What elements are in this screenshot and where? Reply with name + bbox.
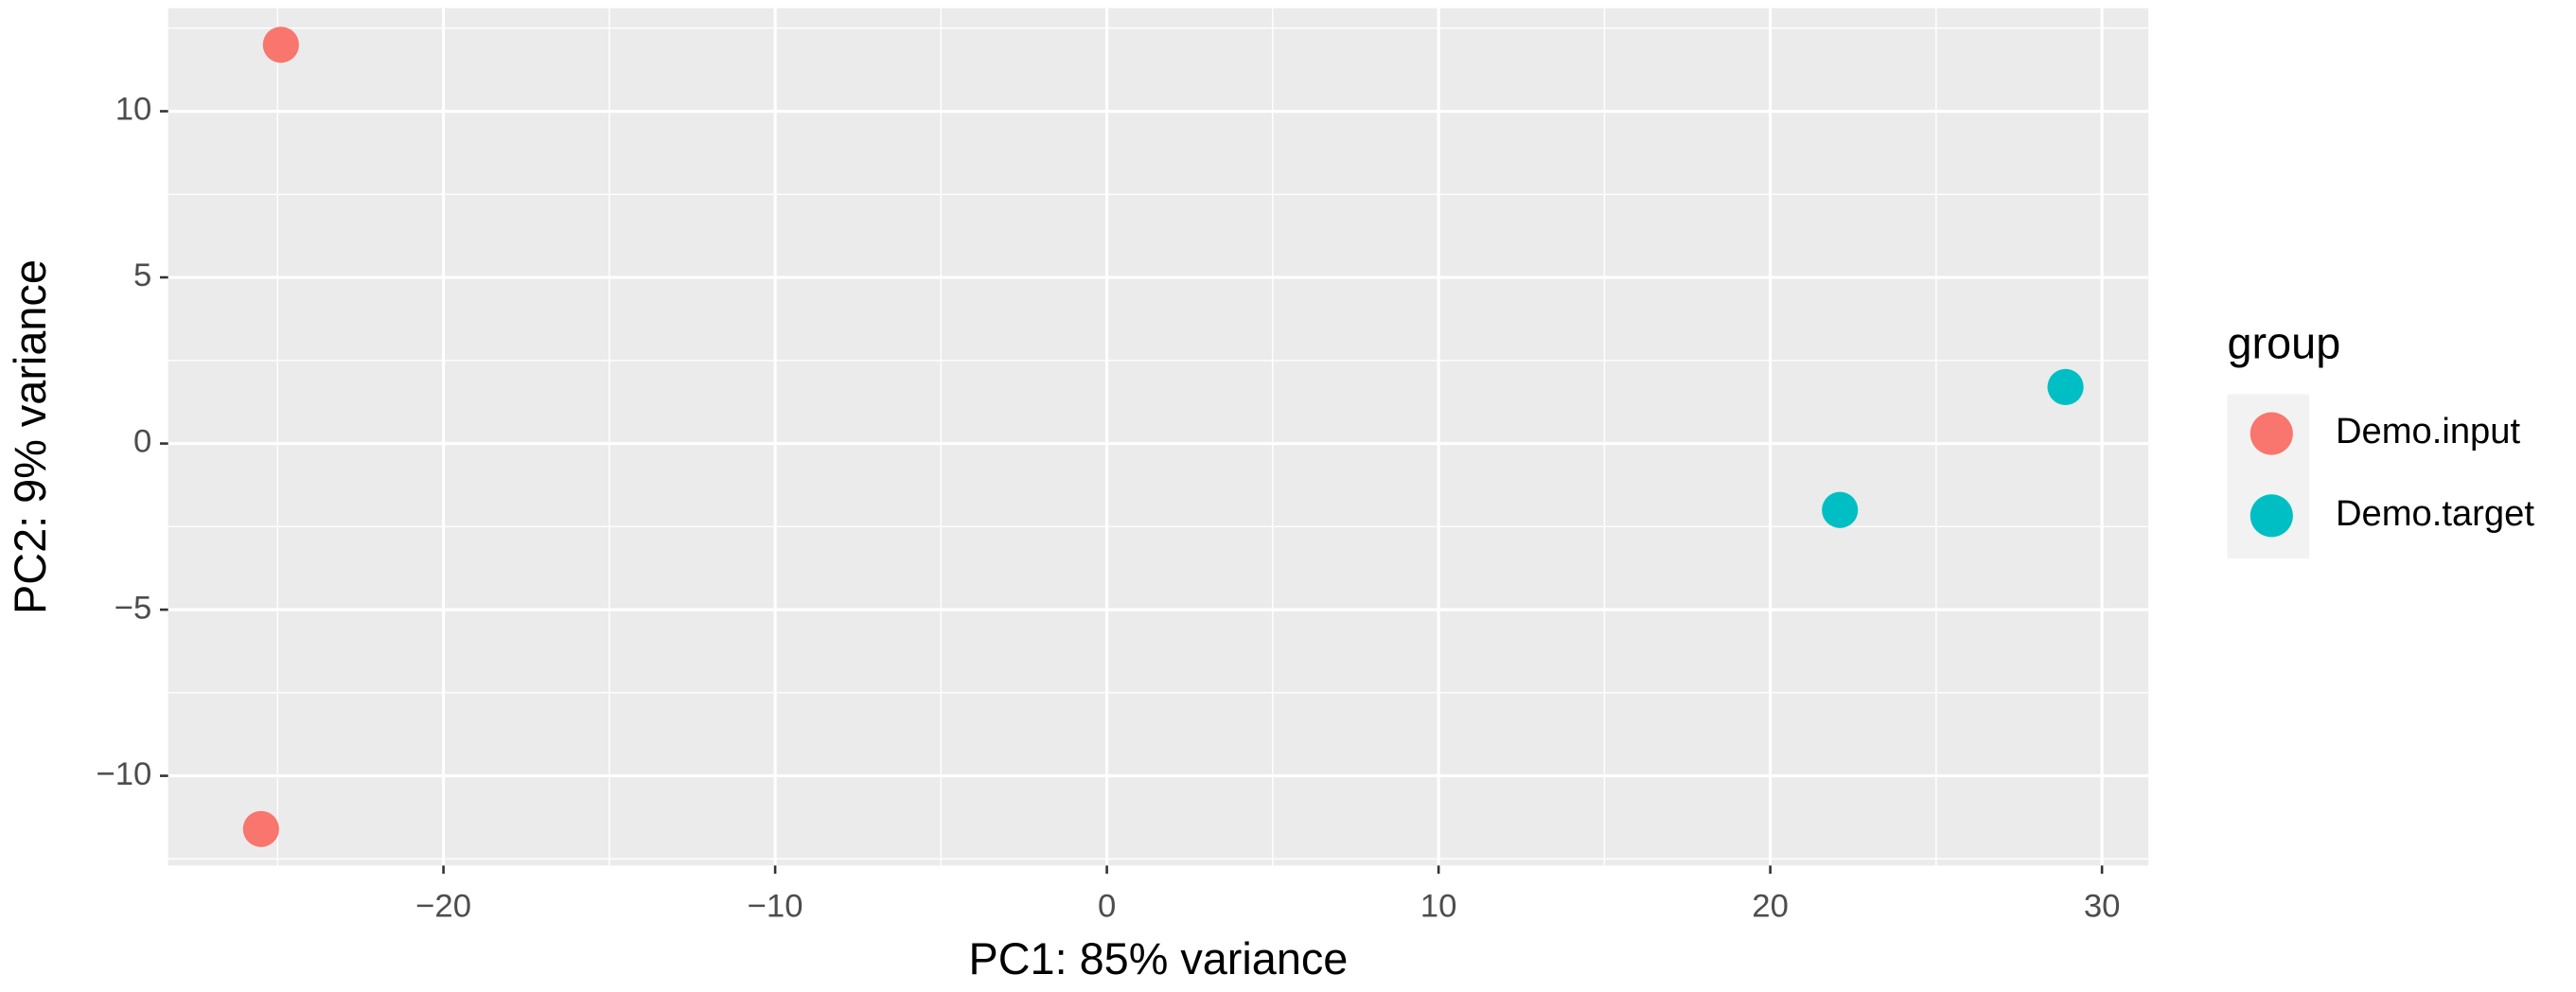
y-tick-label: 10 [115, 92, 152, 128]
x-tick-label: 20 [1752, 889, 1789, 925]
legend-marker [2250, 412, 2293, 455]
y-tick-label: 0 [133, 424, 151, 460]
legend-marker [2250, 494, 2293, 538]
y-tick-label: −10 [96, 756, 151, 792]
y-tick-label: 5 [133, 257, 151, 293]
y-axis-title: PC2: 9% variance [6, 259, 55, 614]
x-tick-label: −20 [415, 889, 471, 925]
x-tick-label: 0 [1098, 889, 1116, 925]
y-tick-label: −5 [115, 590, 152, 626]
point [2047, 368, 2084, 405]
legend-title: group [2227, 318, 2340, 367]
plot-panel [168, 8, 2149, 866]
point [262, 27, 299, 63]
point [1822, 491, 1859, 528]
legend-label: Demo.target [2336, 493, 2534, 534]
x-axis-title: PC1: 85% variance [968, 934, 1348, 983]
point [242, 810, 279, 847]
legend-label: Demo.input [2336, 411, 2521, 452]
x-tick-label: 10 [1420, 889, 1457, 925]
x-tick-label: 30 [2084, 889, 2121, 925]
x-tick-label: −10 [748, 889, 803, 925]
